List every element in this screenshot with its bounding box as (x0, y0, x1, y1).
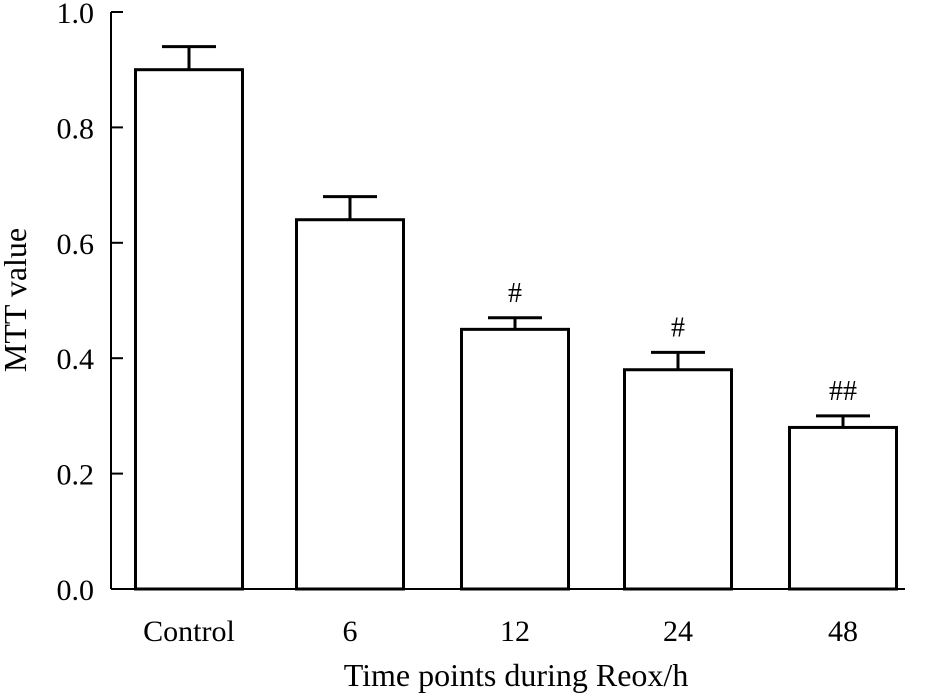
bar (295, 218, 405, 591)
bar (460, 327, 570, 591)
y-axis-title: MTT value (0, 228, 33, 372)
x-ticks: Control 6 12 24 48 (143, 615, 858, 648)
significance-marker: # (508, 278, 522, 309)
y-tick-label: 1.0 (57, 0, 95, 30)
bars: #### (134, 45, 898, 591)
x-axis-title: Time points during Reox/h (344, 657, 689, 693)
y-tick-label: 0.6 (57, 228, 95, 261)
bar (623, 368, 733, 591)
significance-marker: # (671, 312, 685, 343)
x-tick-label: Control (143, 615, 235, 648)
bar (788, 425, 898, 591)
y-tick-label: 0.2 (57, 459, 95, 492)
x-tick-label: 24 (663, 615, 693, 648)
bar (134, 68, 244, 591)
x-tick-label: 6 (343, 615, 358, 648)
x-tick-label: 12 (500, 615, 530, 648)
y-ticks: 0.0 0.2 0.4 0.6 0.8 1.0 (57, 0, 123, 607)
y-tick-label: 0.0 (57, 574, 95, 607)
significance-marker: ## (829, 376, 857, 407)
y-tick-label: 0.8 (57, 112, 95, 145)
y-tick-label: 0.4 (57, 343, 95, 376)
x-tick-label: 48 (828, 615, 858, 648)
